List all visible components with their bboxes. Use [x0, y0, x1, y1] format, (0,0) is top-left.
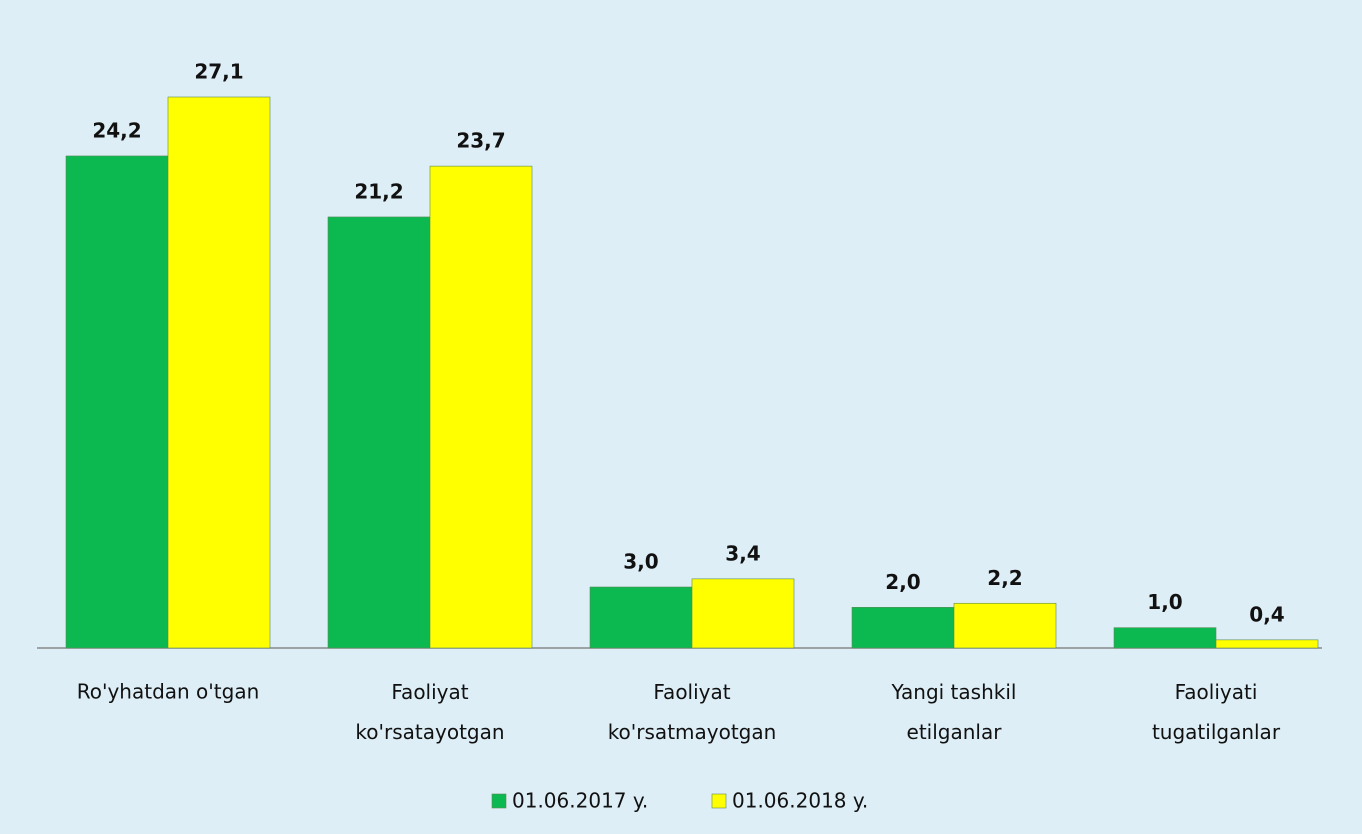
x-tick-label: Faoliyat ko'rsatayotgan — [355, 680, 504, 744]
value-label: 27,1 — [194, 60, 243, 84]
legend-label: 01.06.2018 y. — [732, 789, 868, 813]
bar — [167, 96, 271, 649]
value-label: 3,4 — [725, 541, 760, 565]
value-label: 3,0 — [623, 550, 658, 574]
bar — [429, 165, 533, 649]
legend-label: 01.06.2017 y. — [512, 789, 648, 813]
legend-swatch — [711, 793, 727, 809]
bar — [691, 578, 795, 649]
bar — [851, 607, 955, 649]
x-tick-label: Faoliyati tugatilganlar — [1152, 680, 1281, 744]
value-label: 21,2 — [354, 179, 403, 203]
value-label: 24,2 — [92, 118, 141, 142]
bar — [589, 586, 693, 649]
legend-swatch — [491, 793, 507, 809]
bar — [1113, 627, 1217, 649]
x-tick-label: Yangi tashkil etilganlar — [891, 680, 1017, 744]
bar — [1215, 639, 1319, 649]
value-label: 1,0 — [1147, 590, 1182, 614]
value-label: 2,2 — [987, 566, 1022, 590]
value-label: 0,4 — [1249, 602, 1284, 626]
x-tick-label: Ro'yhatdan o'tgan — [77, 680, 260, 704]
bar — [65, 155, 169, 649]
bar — [327, 216, 431, 649]
value-label: 2,0 — [885, 570, 920, 594]
value-label: 23,7 — [456, 129, 505, 153]
bar — [953, 602, 1057, 649]
x-tick-label: Faoliyat ko'rsatmayotgan — [608, 680, 777, 744]
